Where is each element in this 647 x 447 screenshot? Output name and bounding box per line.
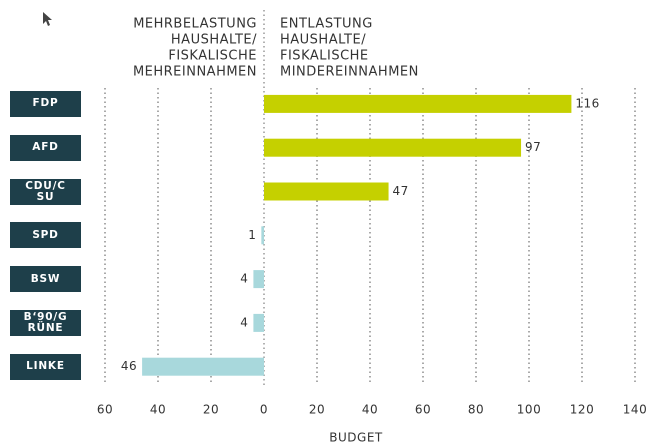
category-label: FDP (10, 90, 81, 117)
bar (264, 182, 389, 201)
category-label: B‘90/GRÜNE (10, 309, 81, 336)
x-tick-label: 40 (150, 403, 166, 417)
x-tick-label: 40 (362, 403, 378, 417)
x-tick-label: 20 (203, 403, 219, 417)
annotation: MEHREINNAHMEN (133, 65, 257, 80)
x-tick-label: 60 (97, 403, 113, 417)
bar (253, 270, 264, 289)
x-tick-label: 100 (517, 403, 541, 417)
bar (142, 357, 264, 376)
category-label: SPD (10, 222, 81, 249)
x-tick-label: 120 (570, 403, 594, 417)
annotation: MINDEREINNAHMEN (280, 65, 419, 80)
x-tick-label: 20 (309, 403, 325, 417)
annotation: ENTLASTUNG (280, 17, 373, 32)
annotation: HAUSHALTE/ (280, 33, 366, 48)
category-label: AFD (10, 134, 81, 161)
bar (253, 313, 264, 332)
value-label: 47 (393, 184, 409, 198)
category-text: AFD (32, 141, 59, 154)
x-tick-label: 80 (468, 403, 484, 417)
category-label: BSW (10, 266, 81, 293)
value-label: 1 (248, 228, 256, 242)
category-text: CDU/CSU (25, 179, 66, 203)
bar (264, 94, 572, 113)
category-text: LINKE (26, 360, 65, 373)
value-label: 4 (240, 315, 248, 329)
category-text: FDP (32, 97, 59, 110)
bar (261, 226, 264, 245)
annotation: FISKALISCHE (280, 49, 369, 64)
x-tick-label: 60 (415, 403, 431, 417)
x-tick-label: 0 (260, 403, 268, 417)
x-tick-label: 140 (623, 403, 647, 417)
annotation: HAUSHALTE/ (171, 33, 257, 48)
annotation: FISKALISCHE (168, 49, 257, 64)
category-label: LINKE (10, 353, 81, 380)
cursor (43, 12, 52, 26)
category-text: B‘90/GRÜNE (23, 310, 68, 334)
value-label: 46 (121, 359, 137, 373)
category-text: BSW (30, 272, 61, 285)
annotation: MEHRBELASTUNG (133, 17, 257, 32)
bar (264, 138, 522, 157)
category-label: CDU/CSU (10, 178, 81, 205)
value-label: 97 (525, 140, 541, 154)
value-label: 116 (575, 96, 599, 110)
x-axis-label: BUDGET (329, 431, 383, 445)
category-text: SPD (32, 228, 59, 241)
value-label: 4 (240, 272, 248, 286)
